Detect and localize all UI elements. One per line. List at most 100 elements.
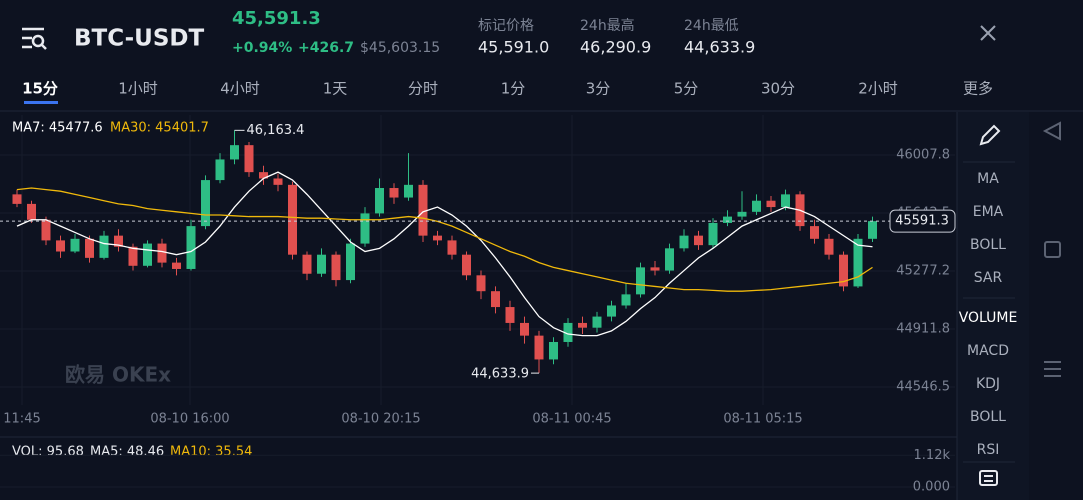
tab[interactable]: 1天 xyxy=(323,80,348,98)
candle-body xyxy=(230,145,239,160)
candle-body xyxy=(389,188,399,198)
max-label: 46,163.4 xyxy=(247,123,305,138)
indicator[interactable]: BOLL xyxy=(970,237,1006,253)
candle-body xyxy=(476,275,486,292)
tab[interactable]: 更多 xyxy=(963,80,993,98)
settings-icon[interactable] xyxy=(979,470,998,486)
ma-legend: MA7: 45477.6 xyxy=(12,121,103,136)
candle-body xyxy=(302,254,312,274)
change: +426.7 xyxy=(298,40,354,56)
indicator[interactable]: KDJ xyxy=(976,376,1000,392)
candle-body xyxy=(259,172,268,179)
chart: 11:45 08-10 16:00 08-10 20:15 08-11 00:45 08… xyxy=(0,115,956,427)
candle-body xyxy=(41,219,51,241)
candle-body xyxy=(346,243,355,281)
candle-body xyxy=(244,145,254,173)
candle-body xyxy=(621,294,631,306)
x-tick-label: 08-10 16:00 xyxy=(150,412,229,427)
candle-body xyxy=(27,203,36,220)
tab[interactable]: 2小时 xyxy=(858,80,898,98)
y-tick-label: 45277.2 xyxy=(896,264,950,279)
indicator[interactable]: MACD xyxy=(967,343,1009,359)
x-tick-label: 08-11 00:45 xyxy=(532,412,611,427)
candle-body xyxy=(273,178,283,185)
tab[interactable]: 30分 xyxy=(761,80,795,98)
x-tick-label: 11:45 xyxy=(3,412,40,427)
vol-legend: MA5: 48.46 xyxy=(90,445,164,460)
draw-icon[interactable] xyxy=(979,124,1001,146)
candle-body xyxy=(636,267,645,295)
candle-body xyxy=(520,322,529,336)
candle-body xyxy=(418,184,428,236)
sidebar xyxy=(957,112,1029,500)
current-price-label: 45591.3 xyxy=(895,214,949,229)
candle-body xyxy=(534,335,544,360)
y-tick-label: 1.12k xyxy=(914,448,951,463)
candle-body xyxy=(853,238,863,287)
candle-body xyxy=(766,200,776,208)
candle-body xyxy=(665,248,674,271)
ma-legend: MA30: 45401.7 xyxy=(110,121,209,136)
indicators: MA EMA BOLL SAR VOLUME MACD KDJ BOLL RSI xyxy=(959,171,1018,458)
candle-body xyxy=(215,159,225,181)
candle-body xyxy=(186,226,196,269)
candle-body xyxy=(172,262,181,269)
pair[interactable]: BTC-USDT xyxy=(74,26,205,52)
tabs: 15分 1小时 4小时 1天 分时 1分 3分 5分 30分 2小时 更多 xyxy=(22,80,993,98)
candle-body xyxy=(650,267,660,271)
candle-body xyxy=(723,216,732,223)
candle-body xyxy=(578,322,587,328)
candle-body xyxy=(99,235,109,258)
active-tab-underline xyxy=(24,101,58,104)
y-tick-label: 0.000 xyxy=(913,480,950,495)
watermark: 欧易 OKEx xyxy=(65,363,171,387)
indicator[interactable]: EMA xyxy=(973,204,1004,220)
close-button[interactable] xyxy=(980,25,996,41)
candle-body xyxy=(157,243,167,263)
x-tick-label: 08-11 05:15 xyxy=(723,412,802,427)
ma-line xyxy=(16,171,873,337)
vol-legend: MA10: 35.54 xyxy=(170,445,252,460)
candle-body xyxy=(360,213,370,244)
tab[interactable]: 5分 xyxy=(674,80,699,98)
tab[interactable]: 15分 xyxy=(22,80,58,98)
ma-line xyxy=(16,187,873,292)
candle-body xyxy=(708,222,718,246)
candle-body xyxy=(317,254,326,274)
candle-body xyxy=(549,341,558,360)
stat-value: 44,633.9 xyxy=(684,38,755,57)
menu-icon[interactable] xyxy=(22,27,47,50)
y-tick-label: 44911.8 xyxy=(896,322,950,337)
candle-body xyxy=(70,238,80,252)
indicator[interactable]: BOLL xyxy=(970,409,1006,425)
nav-home[interactable] xyxy=(1044,241,1061,258)
nav-back[interactable] xyxy=(1042,121,1061,141)
candle-body xyxy=(12,194,22,204)
tab[interactable]: 1分 xyxy=(501,80,526,98)
nav-menu[interactable] xyxy=(1044,361,1061,377)
candle-body xyxy=(201,180,210,227)
candle-body xyxy=(56,240,65,252)
indicator[interactable]: VOLUME xyxy=(959,310,1018,326)
indicator[interactable]: MA xyxy=(977,171,999,187)
tab[interactable]: 4小时 xyxy=(220,80,260,98)
indicator[interactable]: SAR xyxy=(974,270,1003,286)
candle-body xyxy=(114,235,123,247)
change-pct: +0.94% xyxy=(232,40,292,56)
indicator[interactable]: RSI xyxy=(977,442,1000,458)
y-tick-label: 44546.5 xyxy=(896,379,950,394)
x-tick-label: 08-10 20:15 xyxy=(341,412,420,427)
candle-body xyxy=(404,184,413,198)
candle-body xyxy=(607,305,616,317)
stats: 标记价格 45,591.0 24h最高 46,290.9 24h最低 44,633.9 xyxy=(478,17,755,57)
current-price-box xyxy=(889,209,956,233)
tab[interactable]: 1小时 xyxy=(118,80,158,98)
tab[interactable]: 3分 xyxy=(586,80,611,98)
y-tick-label: 46007.8 xyxy=(896,148,950,163)
candle-body xyxy=(505,307,515,323)
tab[interactable]: 分时 xyxy=(408,80,438,98)
candle-body xyxy=(331,254,341,281)
candle-body xyxy=(288,184,297,255)
